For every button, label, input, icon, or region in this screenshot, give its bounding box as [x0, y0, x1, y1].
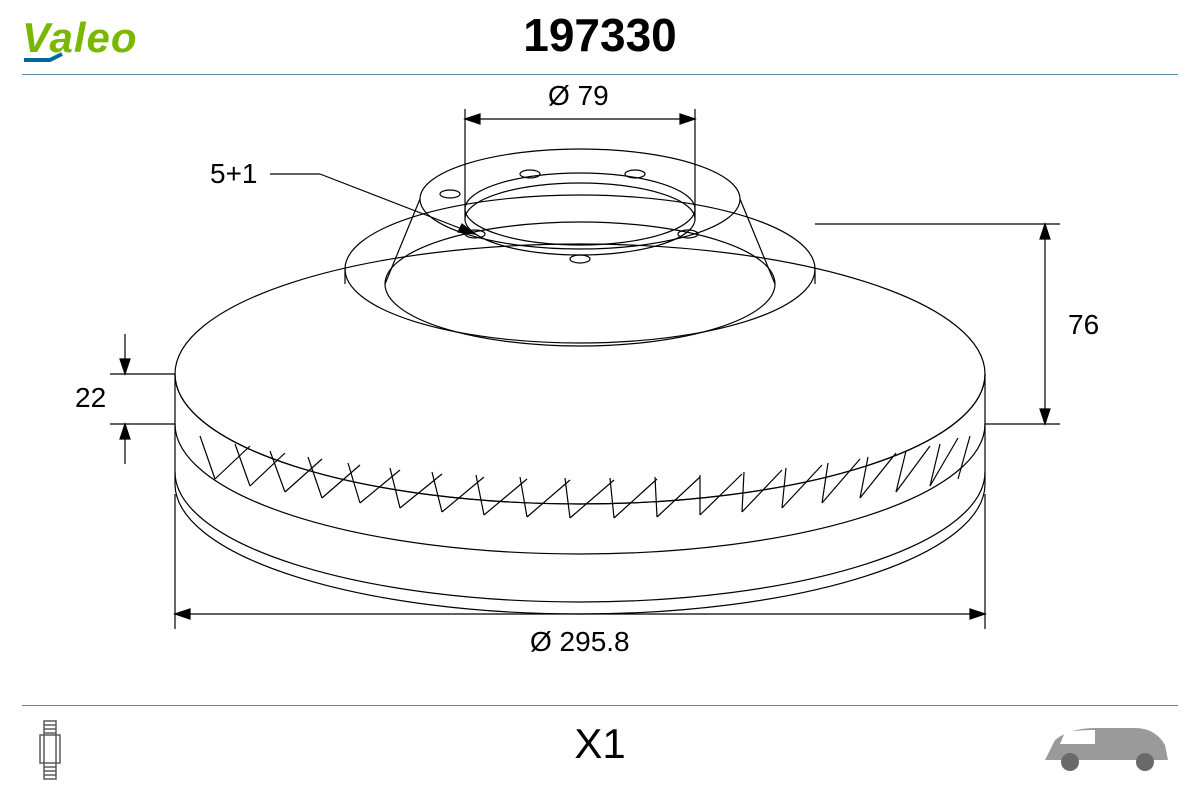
technical-drawing: Ø 79 5+1 76 22 Ø 295.8: [0, 74, 1200, 705]
quantity-label: X1: [0, 720, 1200, 768]
dim-bore-diameter: Ø 79: [548, 80, 609, 112]
dim-bolt-holes: 5+1: [210, 158, 258, 190]
dim-thickness: 22: [75, 382, 106, 414]
dim-outer-diameter: Ø 295.8: [530, 626, 630, 658]
divider-bottom: [22, 705, 1178, 706]
car-front-icon: [1040, 720, 1170, 780]
dim-height: 76: [1068, 309, 1099, 341]
part-number: 197330: [0, 8, 1200, 62]
disc-profile-icon: [30, 715, 70, 790]
